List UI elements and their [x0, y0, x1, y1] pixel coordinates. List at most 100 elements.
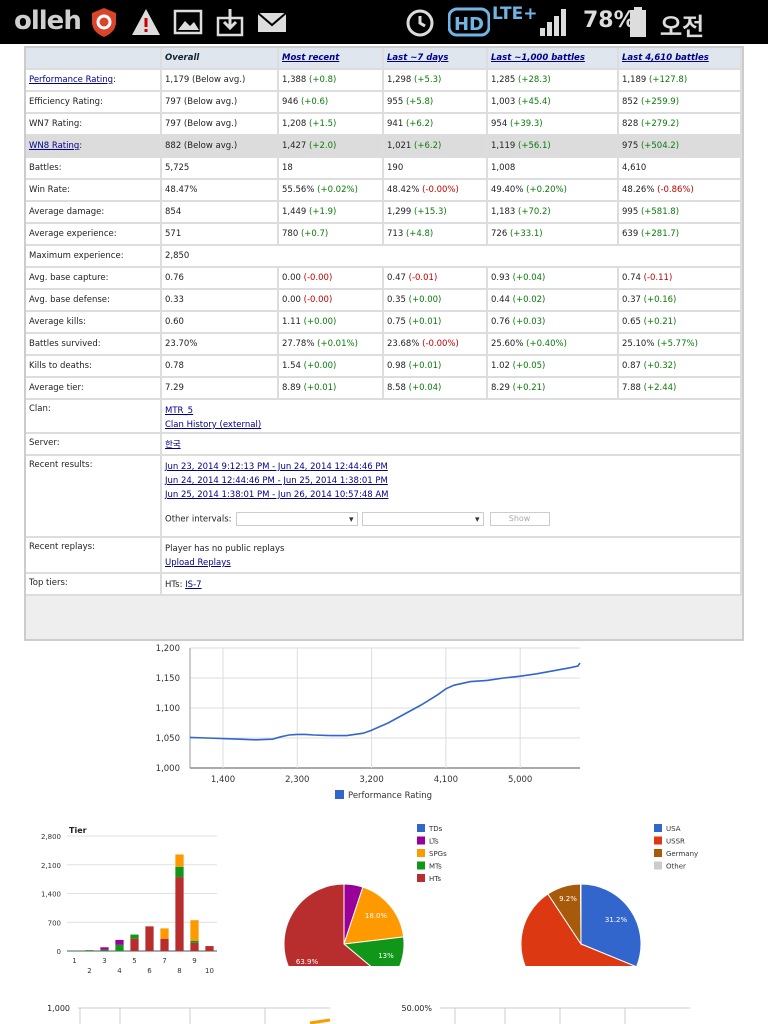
stat-value: 726 — [491, 229, 510, 239]
recent-result-link[interactable]: Jun 24, 2014 12:44:46 PM - Jun 25, 2014 … — [165, 476, 388, 486]
stat-cell: 639 (+281.7) — [619, 224, 742, 246]
row-label: WN7 Rating — [29, 119, 80, 129]
stat-cell: 1,388 (+0.8) — [279, 70, 384, 92]
row-label: Server — [29, 438, 57, 448]
row-label-cell: Average kills: — [26, 312, 162, 334]
stat-value: 1.02 — [491, 361, 513, 371]
row-label-cell: Avg. base defense: — [26, 290, 162, 312]
stat-value: 713 — [387, 229, 406, 239]
stat-cell: 955 (+5.8) — [384, 92, 488, 114]
row-value-cell: HTs: IS-7 — [162, 574, 742, 596]
stat-delta: (+5.77%) — [657, 339, 698, 349]
stat-cell: 18 — [279, 158, 384, 180]
legend-label: TDs — [428, 825, 443, 833]
warning-icon — [132, 9, 160, 35]
col-header-blank — [26, 48, 162, 70]
stat-cell: 190 — [384, 158, 488, 180]
stat-value: 0.74 — [622, 273, 644, 283]
stat-cell: 1.02 (+0.05) — [488, 356, 619, 378]
stat-value: 1,189 — [622, 75, 650, 85]
stat-value: 0.35 — [387, 295, 409, 305]
stat-cell: 25.10% (+5.77%) — [619, 334, 742, 356]
stats-row-maximum-experience: Maximum experience: 2,850 — [26, 246, 742, 268]
stat-value: 1,003 — [491, 97, 519, 107]
recent-results-row: Recent results: Jun 23, 2014 9:12:13 PM -… — [26, 456, 742, 538]
bar-hts-tier-8 — [175, 877, 184, 951]
stat-value: 1,388 — [282, 75, 310, 85]
pie-label: 9.2% — [559, 895, 577, 903]
row-value-cell: Jun 23, 2014 9:12:13 PM - Jun 24, 2014 1… — [162, 456, 742, 538]
row-label-cell: Win Rate: — [26, 180, 162, 202]
stat-cell: 8.89 (+0.01) — [279, 378, 384, 400]
top-tier-tank-link[interactable]: IS-7 — [185, 580, 202, 590]
x-tick-label: 10 — [205, 967, 214, 974]
row-label: Average experience — [29, 229, 114, 239]
col-header-label[interactable]: Last 4,610 battles — [622, 53, 709, 63]
upload-replays-link[interactable]: Upload Replays — [165, 558, 231, 568]
page: Overall Most recent Last ~7 days Last ~1,00… — [0, 44, 768, 1024]
interval-end-select[interactable] — [361, 512, 484, 527]
col-header-overall: Overall — [162, 48, 279, 70]
stat-delta: (+0.21) — [643, 317, 677, 327]
x-tick-label: 7 — [162, 957, 166, 965]
row-label-cell[interactable]: Performance Rating: — [26, 70, 162, 92]
stat-cell: 941 (+6.2) — [384, 114, 488, 136]
col-header-label[interactable]: Last ~7 days — [387, 53, 449, 63]
row-label: Avg. base defense — [29, 295, 108, 305]
show-button[interactable]: Show — [489, 512, 550, 526]
stat-delta: (+127.8) — [649, 75, 688, 85]
row-label-cell[interactable]: WN8 Rating: — [26, 136, 162, 158]
col-header-last-4-610-battles[interactable]: Last 4,610 battles — [619, 48, 742, 70]
col-header-last-7-days[interactable]: Last ~7 days — [384, 48, 488, 70]
stat-delta: (+0.8) — [309, 75, 337, 85]
server-link[interactable]: 한국 — [165, 440, 181, 450]
stat-cell: 8.29 (+0.21) — [488, 378, 619, 400]
signal-icon — [540, 9, 566, 36]
legend-swatch — [654, 849, 662, 857]
col-header-last-1-000-battles[interactable]: Last ~1,000 battles — [488, 48, 619, 70]
stat-cell: 23.70% — [162, 334, 279, 356]
stat-delta: (+0.03) — [512, 317, 546, 327]
stat-cell: 48.26% (-0.86%) — [619, 180, 742, 202]
stat-delta: (+0.7) — [300, 229, 329, 239]
row-label: Average kills — [29, 317, 84, 327]
stats-row-performance-rating: Performance Rating: 1,179 (Below avg.) 1,3… — [26, 70, 742, 92]
battery-percent: 78% — [583, 8, 636, 33]
stat-cell: 27.78% (+0.01%) — [279, 334, 384, 356]
col-header-label[interactable]: Most recent — [282, 53, 340, 63]
stat-cell: 7.88 (+2.44) — [619, 378, 742, 400]
stat-cell: 0.65 (+0.21) — [619, 312, 742, 334]
stats-row-average-kills: Average kills: 0.60 1.11 (+0.00) 0.75 (+0.0… — [26, 312, 742, 334]
interval-start-select[interactable] — [235, 512, 358, 527]
row-label[interactable]: Performance Rating — [29, 75, 113, 85]
class-pie-chart: 18.0% 13% 63.9% TDs LTs SPGs MTs HTs — [283, 824, 447, 966]
clan-link[interactable]: MTR_5 — [165, 406, 194, 416]
stat-value: 1,008 — [491, 163, 516, 173]
stats-table: Overall Most recent Last ~7 days Last ~1,00… — [26, 48, 742, 596]
stat-cell: 49.40% (+0.20%) — [488, 180, 619, 202]
row-label-cell: WN7 Rating: — [26, 114, 162, 136]
stat-value: 190 — [387, 163, 404, 173]
clan-history-link[interactable]: Clan History (external) — [165, 420, 262, 430]
col-header-most-recent[interactable]: Most recent — [279, 48, 384, 70]
col-header-label[interactable]: Last ~1,000 battles — [491, 53, 585, 63]
stat-cell: 1,208 (+1.5) — [279, 114, 384, 136]
recent-result-link[interactable]: Jun 25, 2014 1:38:01 PM - Jun 26, 2014 1… — [165, 490, 389, 500]
stat-value: 0.76 — [165, 273, 184, 283]
legend-label: HTs — [429, 875, 441, 883]
stat-cell: 0.98 (+0.01) — [384, 356, 488, 378]
stat-value: 954 — [491, 119, 510, 129]
stat-cell: 1,298 (+5.3) — [384, 70, 488, 92]
y-tick-label: 1,000 — [156, 764, 180, 774]
stat-cell: 1,003 (+45.4) — [488, 92, 619, 114]
row-label[interactable]: WN8 Rating — [29, 141, 80, 151]
col-header-label: Overall — [165, 53, 200, 63]
bottom-right-axis-label: 50.00% — [401, 1004, 432, 1013]
recent-result-link[interactable]: Jun 23, 2014 9:12:13 PM - Jun 24, 2014 1… — [165, 462, 388, 472]
stat-cell: 1,427 (+2.0) — [279, 136, 384, 158]
stat-value: 941 — [387, 119, 406, 129]
stat-delta: (-0.00%) — [422, 339, 459, 349]
row-label: Recent replays — [29, 542, 93, 552]
stat-delta: (+279.2) — [640, 119, 680, 129]
stats-row-battles: Battles: 5,725 18 190 1,008 4,610 — [26, 158, 742, 180]
